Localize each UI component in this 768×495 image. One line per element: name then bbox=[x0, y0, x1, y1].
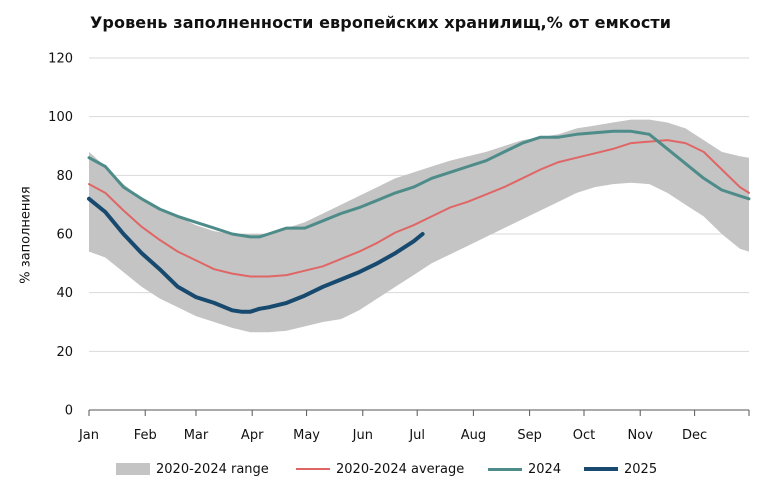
y-tick-label-60: 60 bbox=[56, 228, 73, 243]
legend-swatch-average bbox=[296, 468, 330, 470]
y-tick-label-100: 100 bbox=[48, 110, 73, 125]
legend-item-range: 2020-2024 range bbox=[116, 457, 269, 481]
legend-label-2024: 2024 bbox=[528, 461, 562, 477]
legend-item-2025: 2025 bbox=[584, 457, 657, 481]
legend-item-average: 2020-2024 average bbox=[296, 457, 464, 481]
y-tick-label-40: 40 bbox=[56, 286, 73, 301]
series-line-2024 bbox=[87, 129, 751, 239]
x-tick-label-jul: Jul bbox=[408, 428, 425, 443]
series-line-2020-2024-average bbox=[88, 139, 750, 278]
x-tick-label-apr: Apr bbox=[241, 428, 264, 443]
x-tick-label-may: May bbox=[293, 428, 320, 443]
y-tick-label-0: 0 bbox=[65, 404, 73, 419]
legend-label-range: 2020-2024 range bbox=[156, 461, 269, 477]
legend-item-2024: 2024 bbox=[488, 457, 561, 481]
legend-swatch-2024 bbox=[488, 467, 522, 471]
x-tick-label-jun: Jun bbox=[352, 428, 373, 443]
legend-label-average: 2020-2024 average bbox=[336, 461, 465, 477]
x-tick-label-sep: Sep bbox=[517, 428, 542, 443]
y-tick-label-120: 120 bbox=[48, 52, 73, 67]
x-tick-label-dec: Dec bbox=[682, 428, 707, 443]
x-tick-label-feb: Feb bbox=[134, 428, 157, 443]
series-line-2025 bbox=[87, 196, 425, 314]
y-tick-label-20: 20 bbox=[56, 345, 73, 360]
chart-plot: 0 20 40 60 80 100 120 Jan Feb Mar Apr May Jun Jul Aug S… bbox=[48, 52, 751, 443]
y-axis-label: % заполнения bbox=[18, 186, 34, 284]
x-tick-label-jan: Jan bbox=[78, 428, 99, 443]
legend-label-2025: 2025 bbox=[624, 461, 658, 477]
legend-swatch-range bbox=[116, 463, 150, 475]
x-tick-label-nov: Nov bbox=[628, 428, 654, 443]
chart-title: Уровень заполненности европейских хранил… bbox=[90, 13, 672, 32]
y-tick-label-80: 80 bbox=[56, 169, 73, 184]
x-tick-label-mar: Mar bbox=[184, 428, 209, 443]
x-tick-label-oct: Oct bbox=[573, 428, 595, 443]
legend-swatch-2025 bbox=[584, 467, 618, 471]
chart-legend: 2020-2024 range 2020-2024 average 2024 2… bbox=[0, 457, 768, 481]
x-tick-label-aug: Aug bbox=[461, 428, 486, 443]
series-band-range bbox=[89, 119, 749, 333]
